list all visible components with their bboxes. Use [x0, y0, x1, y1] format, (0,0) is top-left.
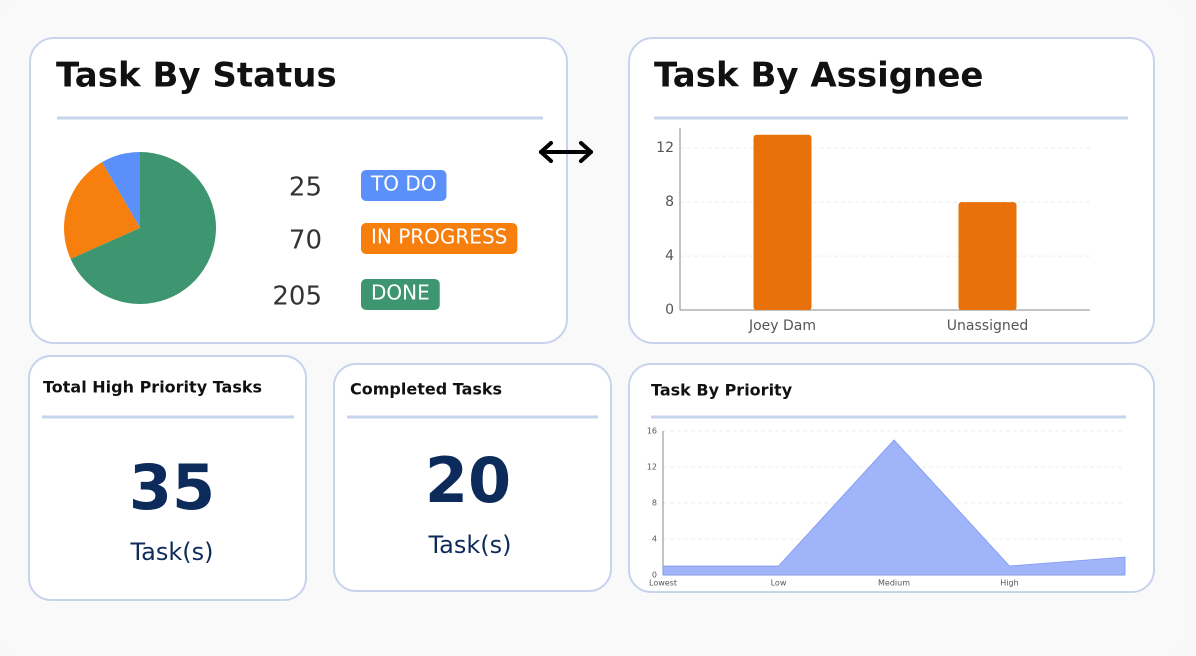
legend-value: 70 [289, 226, 322, 256]
y-tick-label: 4 [665, 248, 674, 264]
pie-slice [64, 162, 140, 259]
legend-badge-label: DONE [371, 281, 430, 305]
y-tick-label: 12 [647, 463, 657, 472]
y-tick-label: 0 [652, 571, 657, 580]
y-tick-label: 12 [656, 140, 674, 156]
area [662, 439, 1126, 576]
legend-badge [361, 279, 440, 310]
y-tick-label: 8 [665, 194, 674, 210]
resize-arrow[interactable] [539, 141, 593, 163]
y-tick-label: 16 [647, 427, 657, 436]
legend-value: 205 [272, 282, 322, 312]
pie-slice [102, 152, 140, 228]
x-tick-label: High [1000, 579, 1018, 588]
card-title: Task By Assignee [654, 56, 983, 96]
x-tick-label: Lowest [649, 579, 677, 588]
completed-card [333, 363, 612, 592]
pie-slice [70, 152, 217, 305]
x-tick-label: Unassigned [947, 318, 1028, 334]
y-tick-label: 4 [652, 535, 657, 544]
stat-unit: Task(s) [427, 531, 511, 559]
legend-badge-label: TO DO [370, 172, 436, 196]
x-tick-label: Medium [878, 579, 910, 588]
bar [753, 134, 812, 310]
legend-badge [361, 223, 518, 254]
stat-value: 20 [425, 444, 511, 517]
stat-unit: Task(s) [129, 538, 213, 566]
card-title: Completed Tasks [350, 380, 502, 399]
legend-badge-label: IN PROGRESS [371, 225, 507, 249]
y-tick-label: 8 [652, 499, 657, 508]
card-title: Task By Status [56, 56, 337, 96]
bar [958, 202, 1017, 310]
legend-value: 25 [289, 173, 322, 203]
x-tick-label: Low [771, 579, 787, 588]
card-title: Total High Priority Tasks [43, 378, 262, 397]
legend-badge [361, 170, 447, 201]
card-title: Task By Priority [651, 381, 793, 400]
stat-value: 35 [129, 451, 215, 524]
x-tick-label: Joey Dam [748, 318, 816, 334]
y-tick-label: 0 [665, 302, 674, 318]
